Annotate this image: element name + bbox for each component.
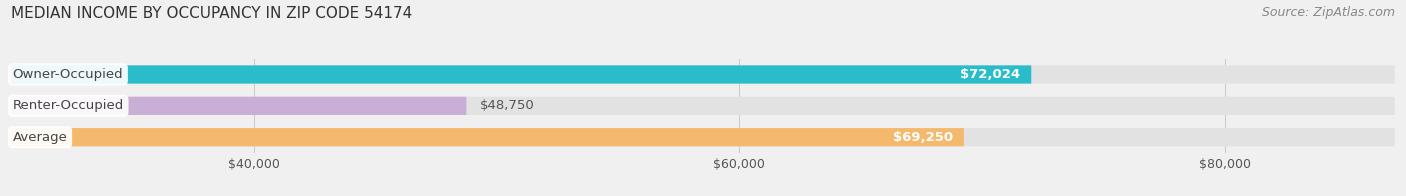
Text: $72,024: $72,024 bbox=[960, 68, 1021, 81]
FancyBboxPatch shape bbox=[11, 128, 1395, 146]
FancyBboxPatch shape bbox=[11, 97, 1395, 115]
Text: MEDIAN INCOME BY OCCUPANCY IN ZIP CODE 54174: MEDIAN INCOME BY OCCUPANCY IN ZIP CODE 5… bbox=[11, 6, 412, 21]
Text: Average: Average bbox=[13, 131, 67, 144]
FancyBboxPatch shape bbox=[11, 65, 1031, 83]
FancyBboxPatch shape bbox=[11, 65, 1395, 83]
Text: Owner-Occupied: Owner-Occupied bbox=[13, 68, 124, 81]
FancyBboxPatch shape bbox=[11, 97, 467, 115]
Text: $48,750: $48,750 bbox=[481, 99, 534, 112]
Text: $69,250: $69,250 bbox=[893, 131, 953, 144]
Text: Renter-Occupied: Renter-Occupied bbox=[13, 99, 124, 112]
FancyBboxPatch shape bbox=[11, 128, 965, 146]
Text: Source: ZipAtlas.com: Source: ZipAtlas.com bbox=[1261, 6, 1395, 19]
